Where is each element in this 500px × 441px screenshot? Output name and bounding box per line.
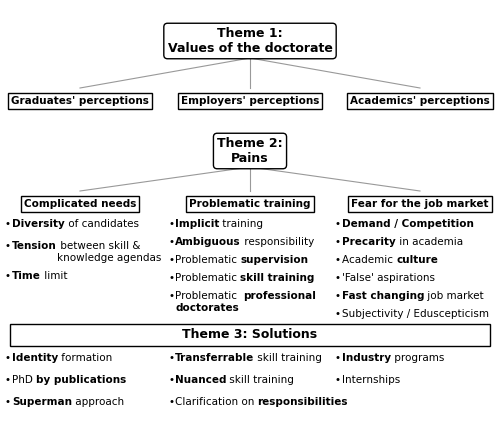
- Text: Subjectivity / Eduscepticism: Subjectivity / Eduscepticism: [342, 309, 489, 319]
- Text: •: •: [5, 219, 11, 229]
- Text: •: •: [168, 397, 174, 407]
- Text: Clarification on: Clarification on: [175, 397, 258, 407]
- Text: •: •: [335, 353, 341, 363]
- Text: Complicated needs: Complicated needs: [24, 199, 136, 209]
- Text: Problematic: Problematic: [175, 273, 240, 283]
- Text: •: •: [335, 219, 341, 229]
- Text: training: training: [220, 219, 264, 229]
- Text: culture: culture: [396, 255, 438, 265]
- Text: •: •: [168, 219, 174, 229]
- Text: •: •: [168, 273, 174, 283]
- Text: supervision: supervision: [240, 255, 308, 265]
- Text: Graduates' perceptions: Graduates' perceptions: [11, 96, 149, 106]
- Text: Academics' perceptions: Academics' perceptions: [350, 96, 490, 106]
- Text: by publications: by publications: [36, 375, 126, 385]
- Text: Ambiguous: Ambiguous: [175, 237, 240, 247]
- Text: Industry: Industry: [342, 353, 391, 363]
- Text: •: •: [335, 273, 341, 283]
- Text: Problematic training: Problematic training: [189, 199, 311, 209]
- Text: Precarity: Precarity: [342, 237, 396, 247]
- Text: in academia: in academia: [396, 237, 463, 247]
- Text: doctorates: doctorates: [175, 303, 239, 313]
- Text: Academic: Academic: [342, 255, 396, 265]
- Text: responsibilities: responsibilities: [258, 397, 348, 407]
- Text: Superman: Superman: [12, 397, 72, 407]
- Text: limit: limit: [41, 271, 68, 281]
- Text: •: •: [168, 255, 174, 265]
- Text: Fast changing: Fast changing: [342, 291, 424, 301]
- Text: Nuanced: Nuanced: [175, 375, 227, 385]
- Text: job market: job market: [424, 291, 484, 301]
- Text: •: •: [5, 241, 11, 251]
- Text: •: •: [168, 237, 174, 247]
- Text: •: •: [335, 309, 341, 319]
- Text: 'False' aspirations: 'False' aspirations: [342, 273, 435, 283]
- Text: PhD: PhD: [12, 375, 36, 385]
- Text: •: •: [5, 271, 11, 281]
- Text: Tension: Tension: [12, 241, 57, 251]
- Text: skill training: skill training: [254, 353, 322, 363]
- Text: Theme 3: Solutions: Theme 3: Solutions: [182, 329, 318, 341]
- Text: skill training: skill training: [226, 375, 294, 385]
- Text: Time: Time: [12, 271, 41, 281]
- Text: Demand / Competition: Demand / Competition: [342, 219, 474, 229]
- Text: professional: professional: [244, 291, 316, 301]
- Text: •: •: [168, 353, 174, 363]
- Text: Theme 1:
Values of the doctorate: Theme 1: Values of the doctorate: [168, 27, 332, 55]
- Text: •: •: [168, 291, 174, 301]
- Text: skill training: skill training: [240, 273, 314, 283]
- Text: Employers' perceptions: Employers' perceptions: [181, 96, 319, 106]
- FancyBboxPatch shape: [10, 324, 490, 346]
- Text: •: •: [168, 375, 174, 385]
- Text: •: •: [5, 353, 11, 363]
- Text: Internships: Internships: [342, 375, 400, 385]
- Text: Theme 2:
Pains: Theme 2: Pains: [217, 137, 283, 165]
- Text: Identity: Identity: [12, 353, 58, 363]
- Text: Fear for the job market: Fear for the job market: [351, 199, 489, 209]
- Text: approach: approach: [72, 397, 124, 407]
- Text: Diversity: Diversity: [12, 219, 65, 229]
- Text: Problematic: Problematic: [175, 255, 240, 265]
- Text: •: •: [5, 375, 11, 385]
- Text: Implicit: Implicit: [175, 219, 220, 229]
- Text: of candidates: of candidates: [65, 219, 139, 229]
- Text: between skill &
knowledge agendas: between skill & knowledge agendas: [57, 241, 161, 262]
- Text: Problematic: Problematic: [175, 291, 244, 301]
- Text: formation: formation: [58, 353, 112, 363]
- Text: •: •: [5, 397, 11, 407]
- Text: responsibility: responsibility: [240, 237, 314, 247]
- Text: •: •: [335, 255, 341, 265]
- Text: programs: programs: [391, 353, 444, 363]
- Text: •: •: [335, 375, 341, 385]
- Text: •: •: [335, 237, 341, 247]
- Text: •: •: [335, 291, 341, 301]
- Text: Transferrable: Transferrable: [175, 353, 254, 363]
